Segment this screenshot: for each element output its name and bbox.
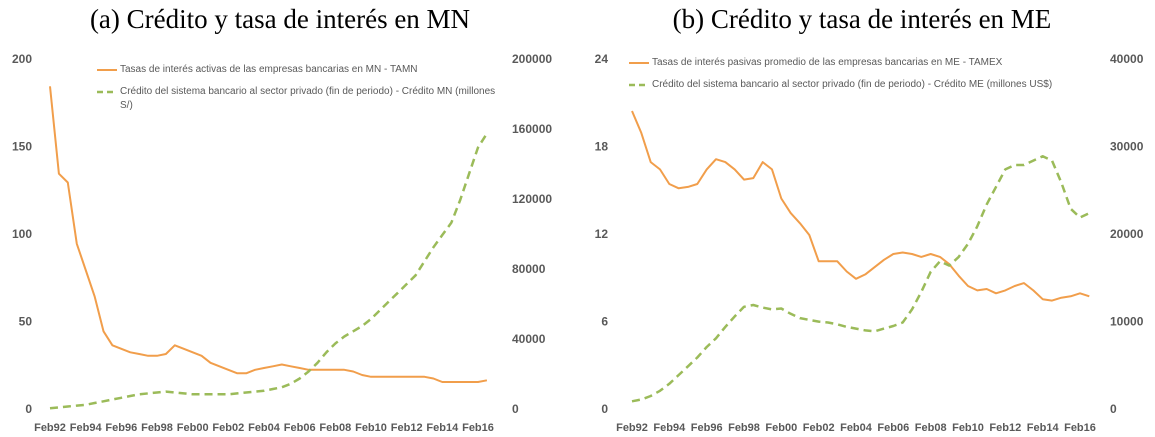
y2-tick-label: 200000 bbox=[512, 52, 552, 66]
y2-tick-label: 0 bbox=[512, 402, 519, 416]
series-line bbox=[631, 155, 1090, 403]
x-tick-label: Feb04 bbox=[248, 422, 281, 434]
x-tick-label: Feb16 bbox=[462, 422, 494, 434]
x-tick-label: Feb10 bbox=[355, 422, 387, 434]
y2-tick-label: 0 bbox=[1110, 402, 1117, 416]
legend-swatch bbox=[629, 62, 649, 64]
y2-tick-label: 20000 bbox=[1110, 227, 1144, 241]
legend: Tasas de interés activas de las empresas… bbox=[96, 63, 506, 121]
x-tick-label: Feb96 bbox=[105, 422, 137, 434]
x-tick-label: Feb94 bbox=[70, 422, 103, 434]
chart: (a) Crédito y tasa de interés en MN 0 50 10… bbox=[12, 4, 552, 434]
x-tick-label: Feb08 bbox=[915, 422, 947, 434]
x-tick-label: Feb94 bbox=[653, 422, 686, 434]
x-tick-label: Feb16 bbox=[1064, 422, 1096, 434]
y2-tick-label: 10000 bbox=[1110, 315, 1144, 329]
x-tick-label: Feb98 bbox=[141, 422, 173, 434]
x-tick-label: Feb04 bbox=[840, 422, 873, 434]
y2-tick-label: 40000 bbox=[512, 332, 546, 346]
y-tick-label: 0 bbox=[25, 402, 32, 416]
x-tick-label: Feb08 bbox=[319, 422, 351, 434]
series-line bbox=[631, 110, 1090, 302]
x-tick-label: Feb92 bbox=[34, 422, 66, 434]
y-tick-label: 200 bbox=[12, 52, 32, 66]
y-tick-label: 50 bbox=[19, 315, 33, 329]
x-tick-label: Feb06 bbox=[284, 422, 316, 434]
series-line bbox=[49, 86, 488, 383]
chart: (b) Crédito y tasa de interés en ME 0 6 12 1… bbox=[595, 4, 1144, 434]
legend-swatch bbox=[97, 69, 117, 71]
legend-label: Crédito del sistema bancario al sector p… bbox=[120, 86, 496, 111]
y-tick-label: 12 bbox=[595, 227, 609, 241]
x-tick-label: Feb12 bbox=[391, 422, 423, 434]
x-tick-label: Feb06 bbox=[877, 422, 909, 434]
x-tick-label: Feb14 bbox=[426, 422, 459, 434]
x-tick-label: Feb98 bbox=[728, 422, 760, 434]
y2-tick-label: 120000 bbox=[512, 192, 552, 206]
legend-swatch bbox=[97, 90, 117, 94]
chart-title: (b) Crédito y tasa de interés en ME bbox=[673, 4, 1052, 34]
legend-entry: Tasas de interés activas de las empresas… bbox=[96, 63, 506, 77]
x-tick-label: Feb10 bbox=[952, 422, 984, 434]
x-tick-label: Feb96 bbox=[691, 422, 723, 434]
legend: Tasas de interés pasivas promedio de las… bbox=[628, 56, 1098, 100]
x-tick-label: Feb00 bbox=[765, 422, 797, 434]
y-tick-label: 18 bbox=[595, 140, 609, 154]
legend-entry: Crédito del sistema bancario al sector p… bbox=[96, 85, 506, 113]
legend-entry: Crédito del sistema bancario al sector p… bbox=[628, 78, 1098, 92]
y2-tick-label: 30000 bbox=[1110, 140, 1144, 154]
y2-tick-label: 80000 bbox=[512, 262, 546, 276]
x-tick-label: Feb02 bbox=[803, 422, 835, 434]
series-line bbox=[49, 132, 488, 410]
chart-panel: (a) Crédito y tasa de interés en MN 0 50 10… bbox=[0, 0, 577, 437]
y2-tick-label: 160000 bbox=[512, 122, 552, 136]
y-tick-label: 24 bbox=[595, 52, 609, 66]
y-tick-label: 150 bbox=[12, 140, 32, 154]
y2-tick-label: 40000 bbox=[1110, 52, 1144, 66]
x-tick-label: Feb12 bbox=[989, 422, 1021, 434]
x-tick-label: Feb92 bbox=[616, 422, 648, 434]
y-tick-label: 100 bbox=[12, 227, 32, 241]
chart-title: (a) Crédito y tasa de interés en MN bbox=[90, 4, 470, 34]
legend-label: Tasas de interés pasivas promedio de las… bbox=[652, 57, 1003, 68]
legend-label: Tasas de interés activas de las empresas… bbox=[120, 64, 418, 75]
y-tick-label: 0 bbox=[601, 402, 608, 416]
y-tick-label: 6 bbox=[601, 315, 608, 329]
legend-label: Crédito del sistema bancario al sector p… bbox=[652, 79, 1053, 90]
x-tick-label: Feb00 bbox=[177, 422, 209, 434]
x-tick-label: Feb02 bbox=[212, 422, 244, 434]
x-tick-label: Feb14 bbox=[1027, 422, 1060, 434]
legend-entry: Tasas de interés pasivas promedio de las… bbox=[628, 56, 1098, 70]
legend-swatch bbox=[629, 83, 649, 87]
chart-panel: (b) Crédito y tasa de interés en ME 0 6 12 1… bbox=[578, 0, 1155, 437]
